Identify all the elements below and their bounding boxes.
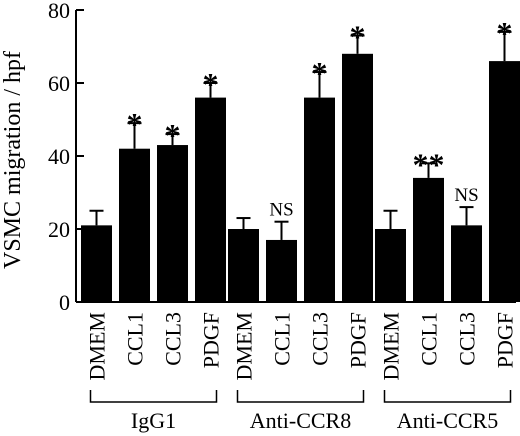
labels: 0 20 40 60 80 DMEM * CCL1 * CCL3 * PDGF IgG1 DMEM NS CC… <box>48 0 518 433</box>
y-tick-label: 60 <box>48 71 70 96</box>
group-label: IgG1 <box>131 408 176 433</box>
significance-label: ** <box>413 146 445 182</box>
bar-Anti-CCR8-PDGF <box>342 53 373 302</box>
bar-IgG1-CCL1 <box>119 148 150 302</box>
x-tick-label: CCL1 <box>270 312 295 366</box>
bar-Anti-CCR5-CCL3 <box>451 225 482 302</box>
group-label: Anti-CCR5 <box>397 408 498 433</box>
bars <box>81 30 520 302</box>
significance-label: NS <box>454 185 478 206</box>
group-bracket <box>236 390 365 403</box>
x-tick-label: PDGF <box>493 312 518 368</box>
significance-label: * <box>203 66 219 102</box>
x-tick-label: CCL3 <box>308 312 333 366</box>
x-tick-label: DMEM <box>232 312 257 380</box>
bar-Anti-CCR5-DMEM <box>375 229 406 302</box>
significance-label: * <box>127 106 143 142</box>
significance-label: * <box>312 55 328 91</box>
x-tick-label: PDGF <box>346 312 371 368</box>
significance-label: NS <box>269 200 293 221</box>
group-bracket <box>383 390 512 403</box>
bar-Anti-CCR8-CCL1 <box>266 239 297 302</box>
y-tick-label: 20 <box>48 217 70 242</box>
x-tick-label: CCL1 <box>123 312 148 366</box>
bar-IgG1-DMEM <box>81 225 112 302</box>
significance-label: * <box>165 117 181 153</box>
y-tick-label: 80 <box>48 0 70 23</box>
bar-Anti-CCR5-PDGF <box>489 61 520 302</box>
group-bracket <box>89 390 218 403</box>
bar-IgG1-CCL3 <box>157 145 188 302</box>
significance-label: * <box>350 19 366 55</box>
bar-Anti-CCR5-CCL1 <box>413 177 444 302</box>
x-tick-label: DMEM <box>85 312 110 380</box>
y-tick-label: 0 <box>59 290 70 315</box>
bar-IgG1-PDGF <box>195 97 226 302</box>
x-tick-label: CCL3 <box>161 312 186 366</box>
x-tick-label: PDGF <box>199 312 224 368</box>
y-tick-label: 40 <box>48 144 70 169</box>
significance-label: * <box>497 15 513 51</box>
group-label: Anti-CCR8 <box>250 408 351 433</box>
x-tick-label: DMEM <box>379 312 404 380</box>
y-axis-label: VSMC migration / hpf <box>0 51 26 269</box>
x-tick-label: CCL3 <box>455 312 480 366</box>
x-tick-label: CCL1 <box>417 312 442 366</box>
bar-Anti-CCR8-DMEM <box>228 229 259 302</box>
bar-Anti-CCR8-CCL3 <box>304 97 335 302</box>
